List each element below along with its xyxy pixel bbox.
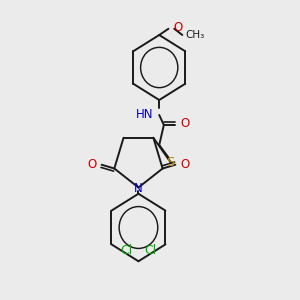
Text: O: O: [180, 117, 189, 130]
Text: O: O: [88, 158, 97, 171]
Text: Cl: Cl: [121, 244, 133, 257]
Text: O: O: [173, 21, 182, 34]
Text: HN: HN: [136, 109, 154, 122]
Text: N: N: [134, 182, 143, 195]
Text: S: S: [167, 156, 175, 169]
Text: Cl: Cl: [144, 244, 156, 257]
Text: CH₃: CH₃: [186, 30, 205, 40]
Text: O: O: [180, 158, 189, 171]
